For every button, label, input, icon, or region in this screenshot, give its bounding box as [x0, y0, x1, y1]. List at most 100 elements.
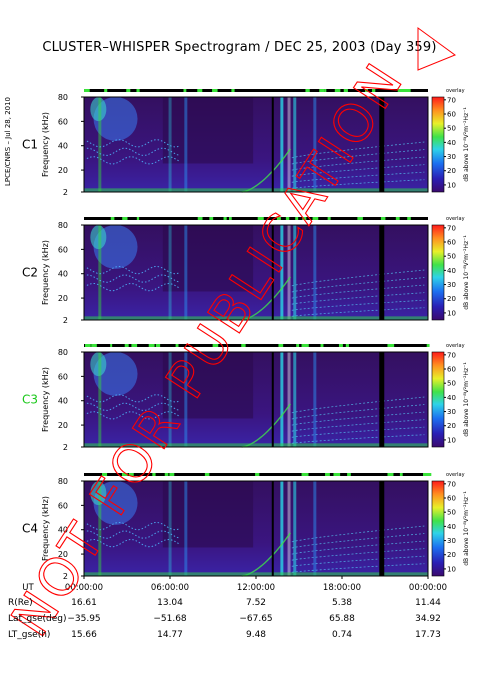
ephemeris-value: 11.44	[415, 598, 441, 608]
status-mark	[303, 344, 309, 347]
status-mark	[155, 344, 161, 347]
harmonic-band	[86, 538, 180, 548]
emission-patch	[90, 352, 107, 377]
emission-patch	[90, 481, 107, 506]
status-mark	[305, 473, 309, 476]
status-mark	[110, 217, 115, 220]
status-mark	[334, 89, 341, 92]
status-mark	[327, 217, 331, 220]
x-tick-label: 00:00:00	[65, 583, 103, 593]
status-mark	[357, 217, 363, 220]
emission-burst	[313, 225, 317, 320]
status-mark	[320, 344, 324, 347]
status-mark	[102, 473, 108, 476]
x-tick-label: 18:00:00	[323, 583, 361, 593]
colorbar-tick-label: 50	[447, 125, 456, 133]
status-mark	[175, 344, 179, 347]
emission-patch	[90, 97, 107, 122]
status-mark	[169, 473, 175, 476]
data-gap	[379, 97, 385, 192]
panel-frame	[83, 351, 429, 448]
ephemeris-value: 7.52	[245, 598, 267, 608]
status-mark	[121, 473, 128, 476]
colorbar-tick-label: 70	[447, 224, 456, 232]
status-mark	[395, 217, 400, 220]
emission-burst	[293, 97, 297, 192]
harmonic-band	[86, 411, 180, 420]
data-gap	[379, 352, 385, 447]
status-mark	[338, 344, 343, 347]
status-mark	[276, 217, 281, 220]
status-mark	[122, 217, 128, 220]
status-mark	[212, 89, 216, 92]
harmonic-band	[86, 147, 180, 157]
ephemeris-value: −35.95	[67, 614, 101, 624]
emission-burst	[293, 225, 297, 320]
status-mark	[407, 217, 411, 220]
harmonic-band	[86, 530, 180, 539]
emission-burst	[287, 97, 291, 192]
emission-burst	[287, 481, 291, 576]
y-axis-label: Frequency (kHz)	[41, 240, 50, 305]
harmonic-band	[86, 394, 180, 403]
harmonic-band	[86, 282, 180, 292]
emission-burst	[168, 225, 172, 320]
status-mark	[85, 344, 91, 347]
colorbar-tick-label: 50	[447, 253, 456, 261]
ephemeris-row: R(Re) 16.61 13.04 7.52 5.38 11.44	[0, 598, 479, 612]
status-mark	[336, 473, 341, 476]
emission-burst	[168, 352, 172, 447]
emission-burst	[184, 97, 188, 192]
emission-burst	[168, 481, 172, 576]
spacecraft-label: C4	[22, 522, 38, 536]
ephemeris-value: 0.74	[331, 630, 353, 640]
status-mark	[204, 473, 210, 476]
emission-patch	[90, 225, 107, 250]
status-mark	[388, 344, 395, 347]
status-mark	[209, 217, 214, 220]
data-gap	[379, 481, 385, 576]
x-axis-label: UT	[22, 583, 34, 593]
colorbar	[431, 480, 445, 577]
spectrogram-bg	[84, 352, 428, 447]
status-mark	[257, 217, 263, 220]
status-mark	[302, 217, 307, 220]
status-mark	[285, 217, 290, 220]
status-mark	[426, 344, 430, 347]
colorbar-tick-label: 40	[447, 267, 456, 275]
y-tick-label: 20	[58, 166, 68, 175]
spacecraft-label: C1	[22, 138, 38, 152]
ephemeris-value: 5.38	[331, 598, 353, 608]
emission-burst	[293, 352, 297, 447]
y-tick-label: 80	[58, 477, 68, 486]
ephemeris-value: 17.73	[415, 630, 441, 640]
panel-frame	[83, 96, 429, 193]
watermark-stroke	[417, 27, 457, 71]
page-title: CLUSTER–WHISPER Spectrogram / DEC 25, 20…	[42, 40, 437, 55]
status-mark	[319, 89, 324, 92]
status-mark	[301, 473, 308, 476]
emission-burst	[293, 481, 297, 576]
ephemeris-value: 16.61	[71, 598, 97, 608]
x-tick-label: 00:00:00	[409, 583, 447, 593]
status-mark	[228, 217, 232, 220]
panel-frame	[83, 224, 429, 321]
quiet-region	[162, 481, 254, 548]
status-mark	[110, 344, 113, 347]
harmonic-band	[86, 521, 180, 531]
status-strip	[84, 217, 428, 220]
status-mark	[389, 473, 394, 476]
colorbar-tick-label: 10	[447, 309, 456, 317]
emission-burst	[98, 481, 102, 576]
colorbar-tick-label: 70	[447, 480, 456, 488]
colorbar-tag: overlay	[446, 216, 465, 222]
y-tick-label: 2	[63, 188, 68, 197]
emission-burst	[313, 97, 317, 192]
status-mark	[397, 89, 404, 92]
y-tick-label: 20	[58, 294, 68, 303]
status-mark	[312, 217, 319, 220]
emission-burst	[184, 225, 188, 320]
quiet-region	[162, 97, 254, 164]
harmonic-band	[86, 274, 180, 283]
spacecraft-label: C3	[22, 393, 38, 407]
